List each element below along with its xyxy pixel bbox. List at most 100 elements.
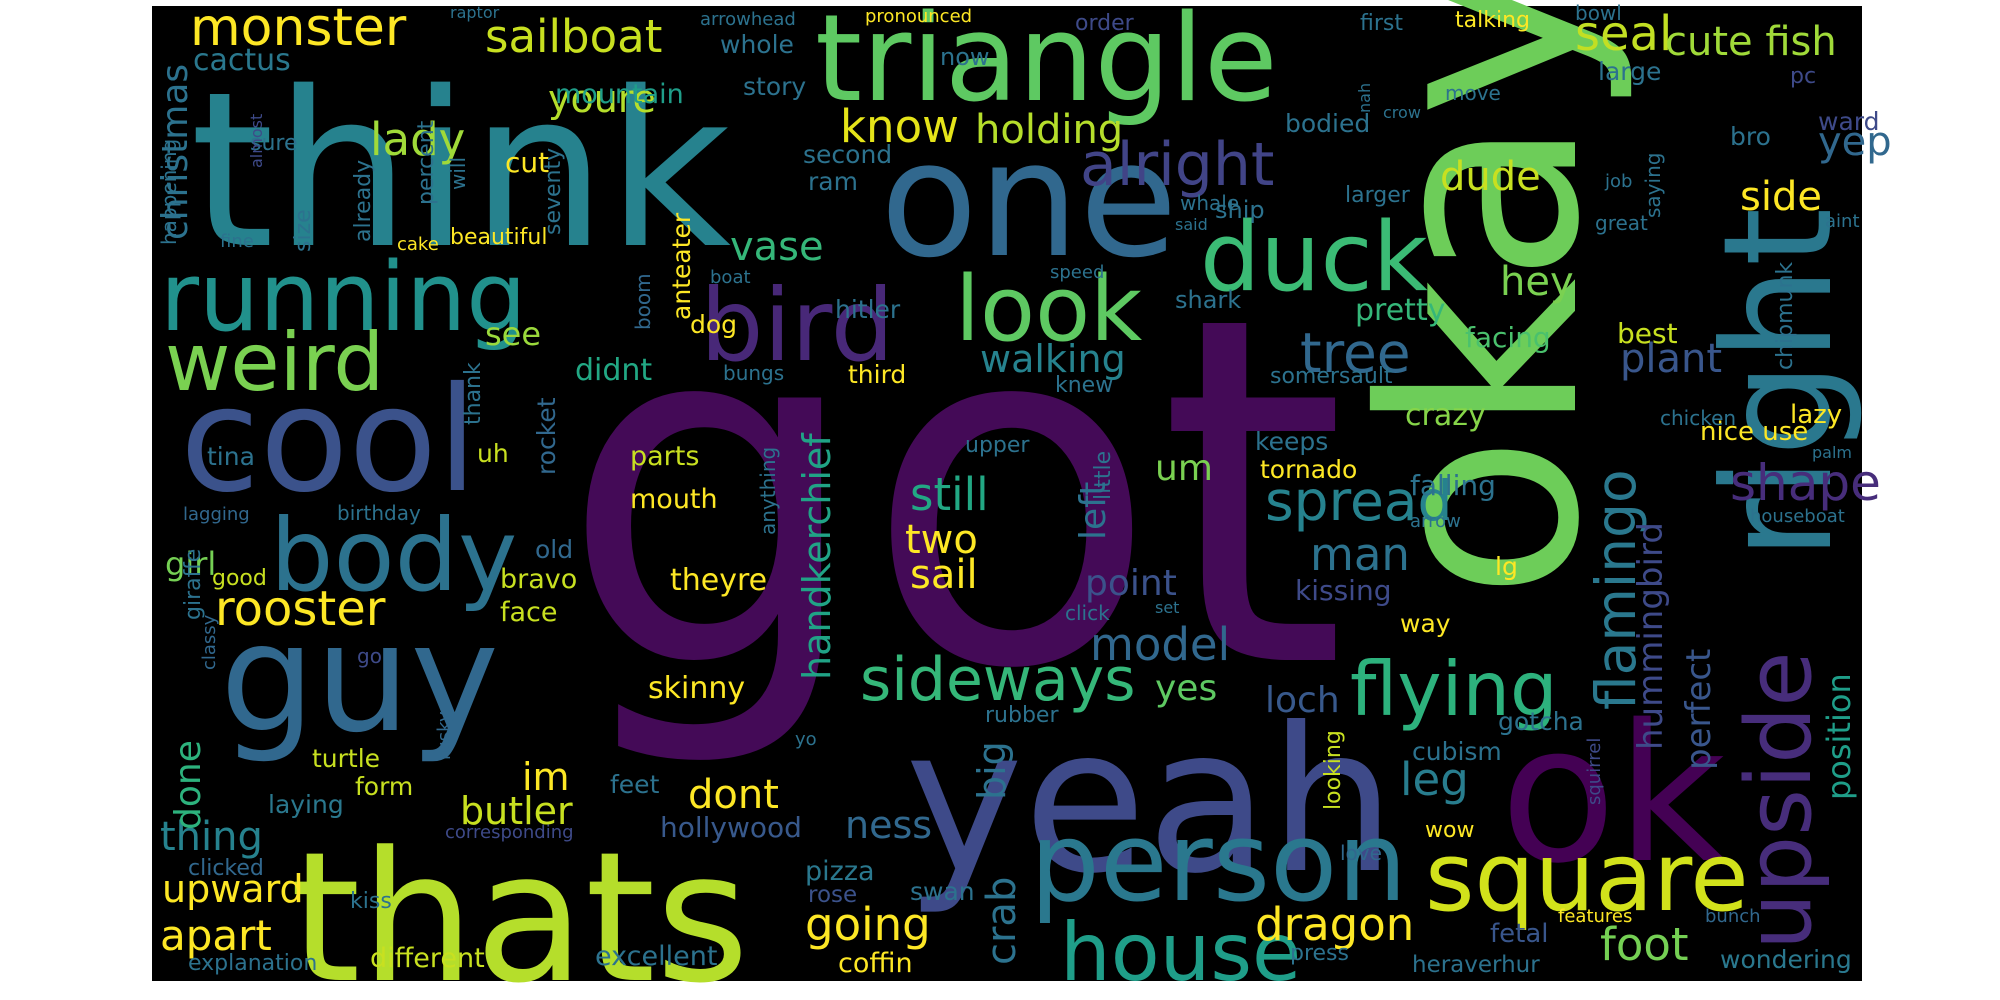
word-kissing: kissing	[1295, 574, 1391, 607]
word-chipmunk: chipmunk	[1773, 262, 1798, 370]
word-best: best	[1617, 317, 1678, 350]
word-anything: anything	[756, 447, 780, 535]
word-model: model	[1090, 618, 1230, 671]
word-pc: pc	[1790, 64, 1816, 89]
word-running: running	[160, 243, 527, 353]
word-leg: leg	[1400, 753, 1469, 806]
word-dog: dog	[690, 310, 737, 339]
word-first: first	[1360, 11, 1403, 36]
word-christmas: christmas	[155, 64, 196, 240]
word-bro: bro	[1730, 122, 1771, 151]
word-wondering: wondering	[1720, 945, 1852, 974]
word-form: form	[355, 772, 413, 801]
word-rusky: rusky	[434, 711, 455, 760]
word-rooster: rooster	[215, 581, 386, 637]
word-side: side	[1740, 174, 1822, 220]
word-way: way	[1400, 609, 1451, 638]
word-move: move	[1445, 81, 1501, 105]
word-birthday: birthday	[337, 501, 421, 525]
word-kiss: kiss	[350, 889, 392, 914]
word-cake: cake	[397, 234, 439, 255]
word-little: little	[1091, 451, 1116, 500]
word-done: done	[168, 740, 209, 830]
word-keeps: keeps	[1255, 427, 1328, 456]
word-im: im	[522, 755, 570, 799]
word-house: house	[1060, 906, 1301, 999]
word-spread: spread	[1265, 469, 1452, 533]
word-houseboat: houseboat	[1750, 506, 1845, 527]
word-old: old	[535, 535, 573, 564]
word-arrowhead: arrowhead	[700, 9, 796, 30]
word-look: look	[955, 257, 1142, 362]
word-almost: almost	[247, 114, 266, 168]
word-anteater: anteater	[667, 212, 696, 320]
word-okay: okay	[1324, 0, 1639, 600]
word-sure: sure	[250, 131, 298, 156]
word-yo: yo	[795, 729, 817, 750]
word-great: great	[1595, 211, 1648, 235]
word-tree: tree	[1300, 321, 1411, 385]
word-now: now	[940, 43, 990, 71]
word-bird: bird	[700, 267, 894, 384]
word-see: see	[485, 315, 541, 353]
word-upper: upper	[965, 433, 1030, 458]
word-will: will	[446, 157, 470, 190]
word-handkerchief: handkerchief	[795, 432, 839, 680]
word-ship: ship	[1215, 196, 1265, 224]
word-feet: feet	[610, 770, 660, 799]
word-parts: parts	[630, 441, 699, 472]
word-yeah: yeah	[905, 685, 1396, 918]
word-coffin: coffin	[838, 948, 913, 979]
word-position: position	[1820, 673, 1858, 800]
word-ness: ness	[845, 803, 932, 847]
word-large: large	[1598, 57, 1661, 86]
word-dude: dude	[1440, 154, 1541, 200]
word-bodied: bodied	[1285, 109, 1370, 138]
word-aint: aint	[1825, 211, 1860, 232]
word-holding: holding	[975, 107, 1123, 153]
word-rubber: rubber	[985, 703, 1059, 728]
word-seal: seal	[1575, 6, 1672, 62]
word-butler: butler	[460, 789, 573, 833]
word-gotcha: gotcha	[1498, 707, 1584, 736]
word-right: right	[1692, 208, 1866, 560]
word-giraffe: giraffe	[181, 549, 206, 620]
word-bungs: bungs	[723, 361, 784, 385]
word-triangle: triangle	[815, 0, 1278, 129]
word-larger: larger	[1345, 183, 1411, 208]
word-know: know	[840, 100, 959, 153]
word-go: go	[357, 644, 382, 668]
word-squirrel: squirrel	[1584, 738, 1605, 805]
word-hitler: hitler	[835, 295, 901, 324]
word-dont: dont	[688, 772, 779, 818]
word-rose: rose	[808, 882, 857, 908]
word-whole: whole	[720, 30, 794, 59]
word-upside: upside	[1727, 651, 1832, 950]
word-story: story	[743, 72, 806, 101]
word-hollywood: hollywood	[660, 811, 802, 844]
word-loch: loch	[1265, 680, 1340, 721]
word-boat: boat	[710, 267, 751, 288]
word-bowl: bowl	[1575, 1, 1622, 25]
word-dragon: dragon	[1255, 898, 1414, 951]
word-second: second	[803, 140, 892, 169]
word-square: square	[1425, 823, 1749, 933]
word-foot: foot	[1600, 918, 1689, 971]
word-wow: wow	[1425, 818, 1474, 843]
word-chicken: chicken	[1660, 406, 1736, 430]
word-weird: weird	[165, 316, 384, 409]
word-crow: crow	[1383, 103, 1421, 122]
word-nice-use: nice use	[1700, 417, 1808, 447]
word-beautiful: beautiful	[450, 225, 547, 250]
word-thing: thing	[160, 814, 263, 860]
word-point: point	[1085, 563, 1177, 604]
word-pretty: pretty	[1355, 293, 1445, 328]
word-yes: yes	[1155, 668, 1217, 709]
word-sideways: sideways	[860, 645, 1136, 715]
word-looking: looking	[1321, 730, 1346, 810]
word-talking: talking	[1455, 8, 1530, 33]
word-lg: lg	[1495, 552, 1518, 581]
word-heraverhur: heraverhur	[1412, 952, 1540, 978]
word-bravo: bravo	[500, 564, 577, 595]
word-sailboat: sailboat	[485, 10, 662, 63]
